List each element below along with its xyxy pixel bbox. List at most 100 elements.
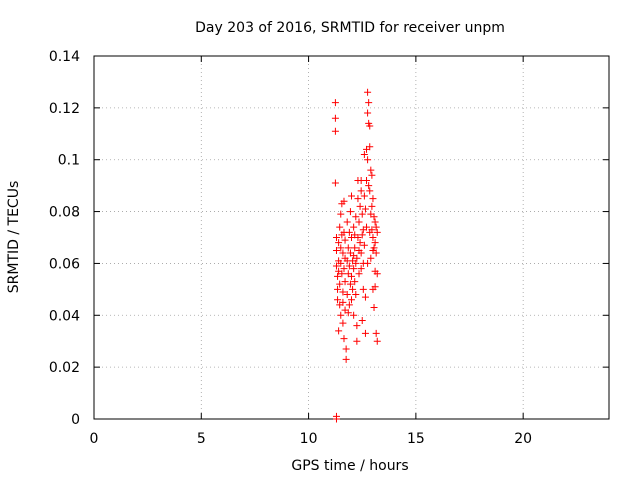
- plot-area-frame: [93, 55, 610, 420]
- data-point: [361, 205, 369, 213]
- data-point: [332, 234, 340, 241]
- data-point: [364, 259, 372, 267]
- data-point: [364, 88, 372, 96]
- y-tick-label: 0.04: [49, 308, 80, 324]
- x-tick-label: 0: [90, 431, 99, 447]
- data-point: [337, 259, 345, 267]
- data-point: [358, 231, 366, 239]
- data-point: [338, 270, 346, 278]
- data-point: [368, 171, 376, 179]
- data-point: [350, 265, 358, 273]
- data-points: [331, 88, 381, 423]
- data-point: [345, 301, 353, 309]
- data-point: [369, 234, 377, 241]
- data-point: [341, 254, 349, 262]
- y-tick-label: 0.06: [49, 256, 80, 272]
- data-point: [365, 99, 373, 107]
- data-point: [350, 223, 358, 231]
- data-point: [352, 291, 360, 299]
- data-point: [355, 218, 363, 226]
- data-point: [335, 239, 343, 247]
- chart-title: Day 203 of 2016, SRMTID for receiver unp…: [195, 20, 505, 36]
- data-point: [369, 195, 377, 203]
- axis-ticks: [93, 55, 609, 420]
- data-point: [371, 218, 379, 226]
- data-point: [360, 151, 368, 159]
- data-point: [365, 182, 373, 190]
- data-point: [357, 265, 365, 273]
- data-point: [344, 309, 352, 317]
- data-point: [353, 337, 361, 345]
- data-point: [358, 210, 366, 218]
- data-point: [364, 109, 372, 117]
- data-point: [336, 223, 344, 231]
- data-point: [363, 176, 371, 184]
- data-point: [341, 278, 349, 286]
- data-point: [370, 304, 378, 312]
- x-axis-title: GPS time / hours: [291, 458, 408, 474]
- data-point: [366, 228, 374, 236]
- data-point: [373, 337, 381, 345]
- data-point: [364, 156, 372, 164]
- x-tick-labels: 0 5 10 15 20: [90, 431, 533, 447]
- data-point: [337, 210, 345, 218]
- data-point: [346, 280, 354, 288]
- data-point: [345, 262, 353, 270]
- data-point: [355, 270, 363, 278]
- y-tick-label: 0.1: [58, 153, 80, 169]
- data-point: [371, 239, 379, 247]
- y-axis-title: SRMTID / TECUs: [6, 181, 22, 294]
- data-point: [342, 355, 350, 363]
- data-point: [353, 322, 361, 330]
- data-point: [339, 249, 347, 257]
- data-point: [366, 187, 374, 195]
- data-point: [373, 270, 381, 278]
- data-point: [334, 285, 342, 293]
- data-point: [361, 293, 369, 301]
- data-point: [337, 311, 345, 319]
- data-point: [352, 213, 360, 221]
- grid-lines: [94, 56, 609, 419]
- data-point: [343, 291, 351, 299]
- data-point: [339, 298, 347, 306]
- data-point: [332, 246, 340, 254]
- data-point: [359, 285, 367, 293]
- data-point: [334, 296, 342, 304]
- data-point: [368, 202, 376, 210]
- data-point: [360, 241, 368, 249]
- y-tick-label: 0.08: [49, 205, 80, 221]
- data-point: [332, 262, 340, 270]
- data-point: [351, 278, 359, 286]
- data-point: [357, 187, 365, 195]
- data-point: [367, 166, 375, 174]
- x-tick-label: 10: [300, 431, 318, 447]
- data-point: [345, 228, 353, 236]
- data-point: [348, 192, 355, 200]
- data-point: [358, 316, 366, 324]
- data-point: [341, 236, 349, 244]
- data-point: [339, 288, 347, 296]
- x-tick-label: 15: [407, 431, 425, 447]
- data-point: [355, 246, 363, 254]
- data-point: [343, 218, 351, 226]
- data-point: [366, 143, 374, 151]
- data-point: [348, 272, 355, 280]
- data-point: [335, 327, 343, 335]
- data-point: [331, 99, 339, 107]
- data-point: [348, 296, 355, 304]
- data-point: [332, 412, 340, 420]
- x-tick-label: 5: [197, 431, 206, 447]
- data-point: [356, 239, 364, 247]
- data-point: [340, 265, 348, 273]
- y-tick-label: 0: [71, 412, 80, 428]
- data-point: [339, 319, 347, 327]
- data-point: [350, 311, 358, 319]
- data-point: [366, 122, 374, 130]
- data-point: [367, 254, 375, 262]
- data-point: [331, 127, 339, 135]
- data-point: [369, 246, 377, 254]
- data-point: [351, 231, 359, 239]
- y-tick-labels: 0 0.02 0.04 0.06 0.08 0.1 0.12 0.14: [49, 49, 80, 428]
- data-point: [354, 195, 362, 203]
